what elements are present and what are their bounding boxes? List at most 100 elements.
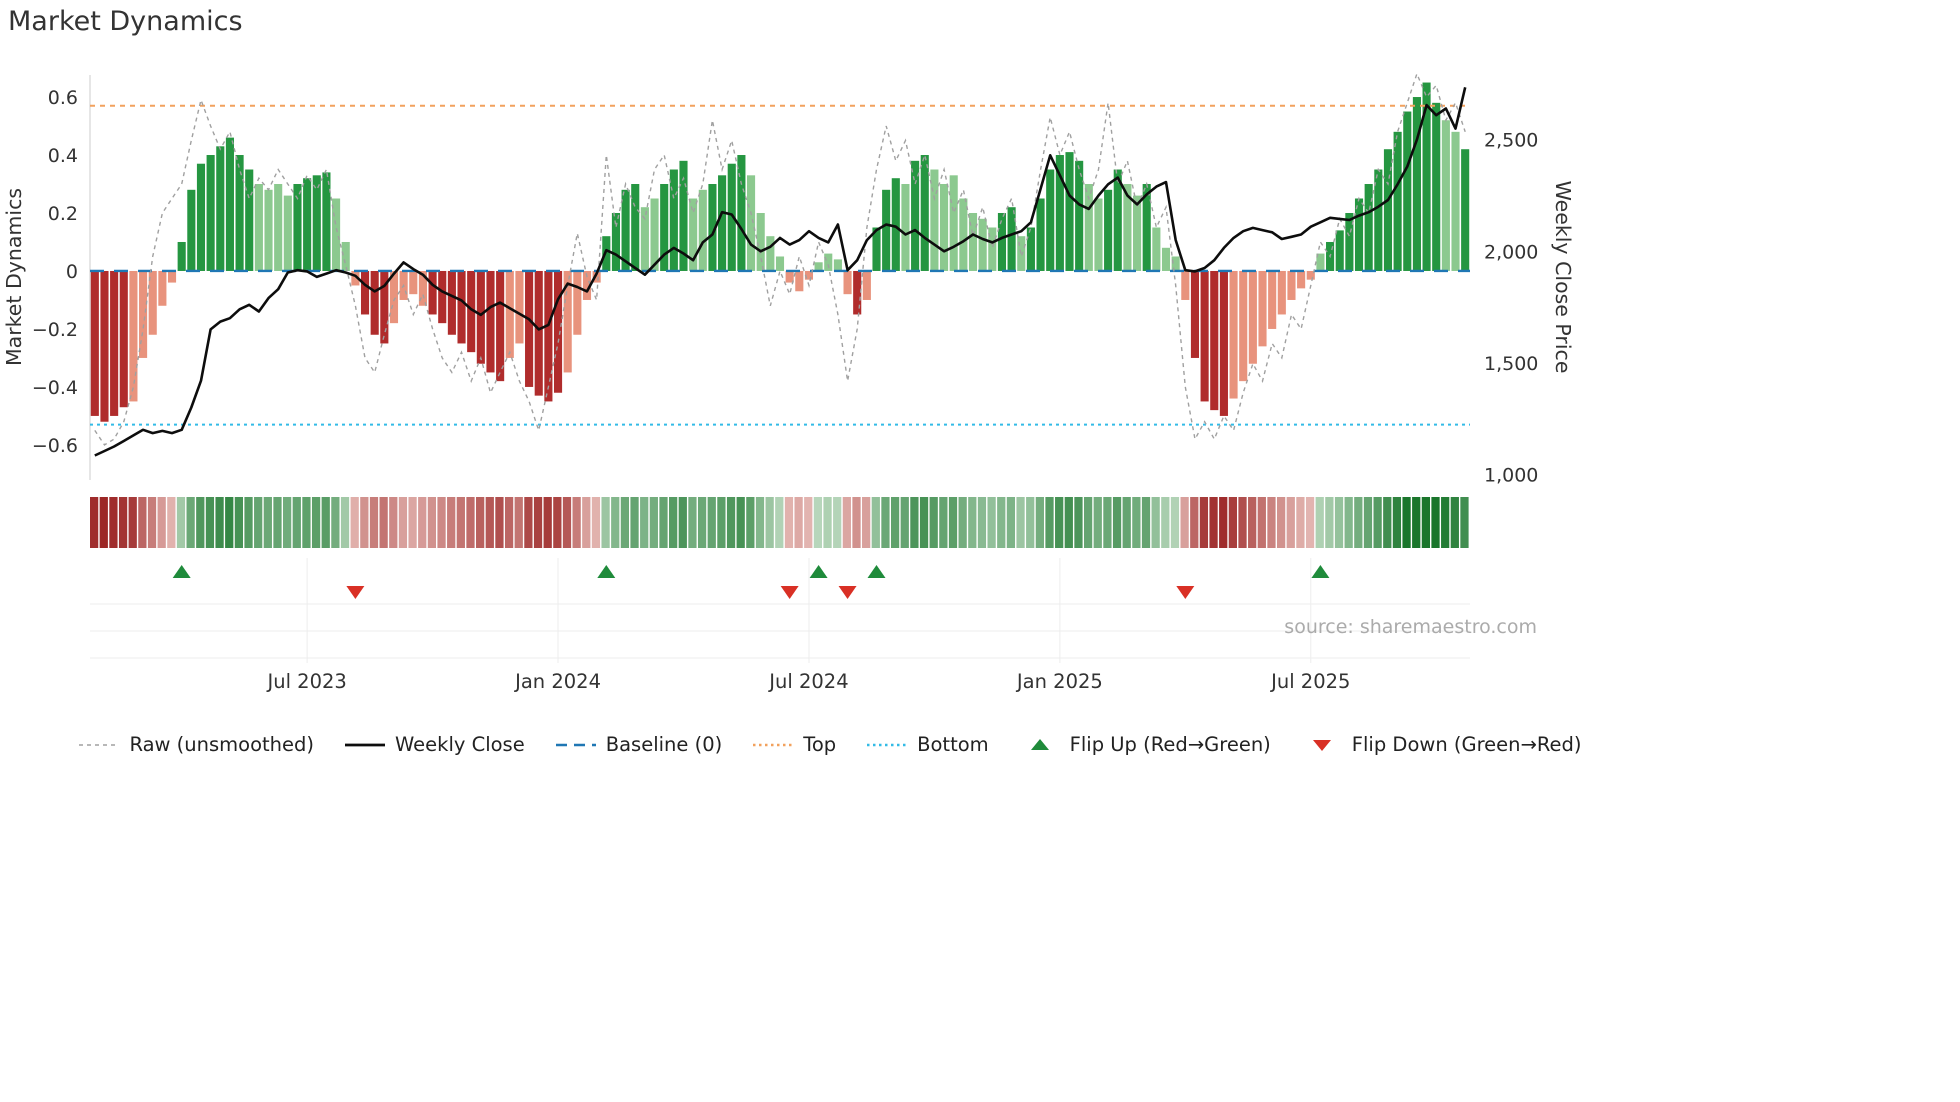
heatmap-cell: [495, 497, 504, 548]
oscillator-bar: [746, 175, 756, 271]
heatmap-cell: [804, 497, 813, 548]
oscillator-bar: [1248, 270, 1257, 364]
oscillator-bar: [650, 198, 659, 271]
heatmap-cell: [977, 497, 987, 548]
legend-item-label: Baseline (0): [605, 733, 723, 756]
chart-canvas: 0.6 0.4 0.2 0 −0.2 −0.4 −0.6 2,500 2,000 1,500 1,0…: [2, 71, 1575, 693]
oscillator-bar: [949, 175, 958, 271]
right-axis-tick-label: 2,500: [1484, 130, 1538, 152]
heatmap-cell: [147, 497, 157, 548]
oscillator-bar: [1065, 152, 1074, 271]
heatmap-cell: [1441, 497, 1450, 548]
oscillator-bar: [563, 270, 572, 373]
heatmap-cell: [562, 497, 572, 548]
heatmap-cell: [640, 497, 649, 548]
oscillator-bar: [1461, 149, 1470, 271]
heatmap-cell: [871, 497, 880, 548]
oscillator-bar: [274, 184, 283, 271]
heatmap-cell: [1248, 497, 1257, 548]
heatmap-cell: [775, 497, 784, 548]
flip-up-marker-icon: [809, 565, 828, 578]
heatmap-cell: [1238, 497, 1247, 548]
oscillator-bar: [1268, 270, 1277, 329]
heatmap-cell: [1402, 497, 1411, 548]
heatmap-cell: [1006, 497, 1016, 548]
oscillator-bar: [1152, 227, 1161, 271]
oscillator-bar: [1142, 184, 1151, 271]
heatmap-cell: [205, 497, 215, 548]
heatmap-cell: [1431, 497, 1440, 548]
heatmap-cell: [1267, 497, 1276, 548]
heatmap-cell: [707, 497, 716, 548]
oscillator-bar: [1017, 236, 1026, 271]
oscillator-bar: [766, 236, 775, 271]
chart-title: Market Dynamics: [8, 6, 243, 37]
right-axis-tick-label: 2,000: [1484, 241, 1538, 263]
heatmap-cell: [1344, 497, 1353, 548]
heatmap-cell: [379, 497, 388, 548]
legend-item-weekly-close: Weekly Close: [344, 733, 525, 756]
heatmap-cell: [1286, 497, 1295, 548]
heatmap-cell: [311, 497, 321, 548]
heatmap-cell: [1055, 497, 1064, 548]
x-axis-tick-label: Jan 2024: [513, 670, 601, 693]
heatmap-cell: [1296, 497, 1305, 548]
heatmap-cell: [784, 497, 794, 548]
baseline-legend-icon: [555, 743, 596, 746]
oscillator-bar: [698, 189, 707, 271]
heatmap-cell: [1305, 497, 1315, 548]
oscillator-bar: [1181, 270, 1190, 300]
heatmap-cell: [1132, 497, 1141, 548]
oscillator-bar: [1354, 198, 1364, 271]
heatmap-cell: [765, 497, 774, 548]
heatmap-cell: [919, 497, 929, 548]
oscillator-bar: [1200, 270, 1209, 402]
heatmap-cell: [254, 497, 263, 548]
oscillator-bar: [1277, 270, 1286, 315]
heatmap-cell: [736, 497, 745, 548]
heatmap-cell: [1325, 497, 1334, 548]
oscillator-bar: [187, 189, 196, 271]
oscillator-bar: [689, 198, 698, 271]
heatmap-cell: [1392, 497, 1402, 548]
heatmap-cell: [1180, 497, 1189, 548]
legend-item-label: Flip Up (Red→Green): [1069, 733, 1271, 756]
flip-down-marker-icon: [838, 586, 857, 599]
oscillator-bar: [997, 212, 1007, 271]
oscillator-bar: [505, 270, 514, 358]
heatmap-cell: [910, 497, 919, 548]
oscillator-bar: [1123, 184, 1132, 271]
oscillator-bar: [341, 241, 350, 271]
oscillator-bar: [1007, 207, 1016, 271]
heatmap-cell: [302, 497, 311, 548]
heatmap-cell: [697, 497, 707, 548]
heatmap-cell: [1103, 497, 1112, 548]
heatmap-cell: [620, 497, 630, 548]
oscillator-bar: [553, 270, 563, 393]
heatmap-cell: [900, 497, 909, 548]
oscillator-bar: [322, 172, 331, 271]
flip-up-marker-icon: [1311, 565, 1330, 578]
oscillator-bar: [196, 163, 206, 271]
heatmap-cell: [138, 497, 147, 548]
heatmap-cell: [437, 497, 446, 548]
legend-item-raw: Raw (unsmoothed): [78, 733, 314, 756]
heatmap-cell: [90, 497, 99, 548]
oscillator-bar: [264, 189, 273, 271]
oscillator-bar: [1306, 270, 1315, 280]
oscillator-bar: [824, 253, 833, 271]
oscillator-bar: [833, 259, 842, 271]
heatmap-cell: [1151, 497, 1160, 548]
oscillator-bar: [293, 184, 302, 271]
oscillator-bar: [978, 218, 987, 271]
oscillator-bar: [515, 270, 524, 344]
heatmap-cell: [186, 497, 195, 548]
heatmap-cell: [447, 497, 456, 548]
oscillator-bar: [592, 270, 601, 283]
heatmap-cell: [485, 497, 494, 548]
oscillator-bar: [1113, 169, 1122, 271]
oscillator-bar: [814, 262, 823, 271]
oscillator-bar: [959, 198, 968, 271]
heatmap-cell: [890, 497, 900, 548]
flip-up-marker-icon: [172, 565, 191, 578]
